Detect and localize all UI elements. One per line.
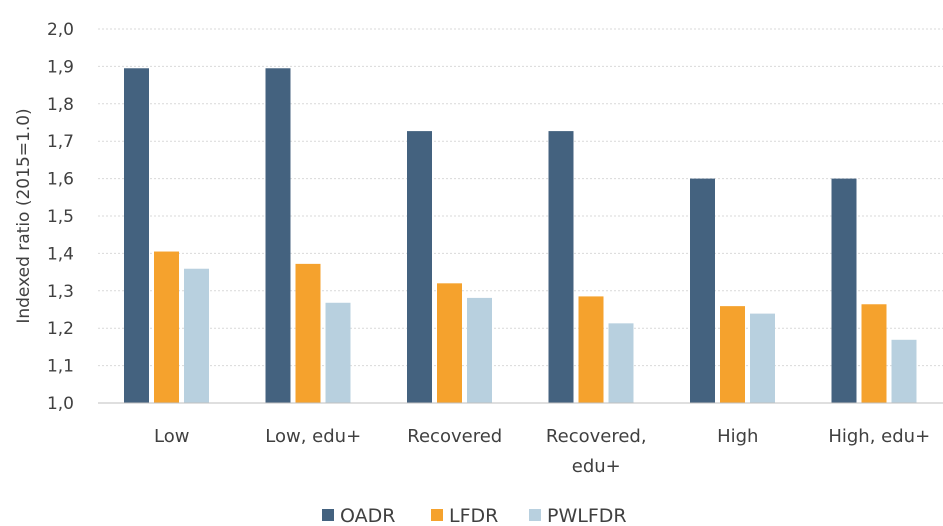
legend: OADR LFDR PWLFDR [322, 505, 627, 526]
y-tick-label: 1,6 [47, 170, 74, 190]
bar-pwlfdr [184, 268, 209, 403]
x-category-label: High [717, 426, 758, 447]
x-category-label: Recovered, edu+ [546, 426, 647, 477]
legend-swatch-oadr [322, 509, 334, 521]
y-tick-label: 2,0 [47, 20, 74, 40]
legend-label-lfdr: LFDR [449, 505, 498, 526]
bar-pwlfdr [325, 302, 351, 403]
y-tick-label: 1,1 [47, 357, 74, 377]
legend-label-oadr: OADR [340, 505, 395, 526]
y-tick-label: 1,0 [47, 394, 74, 414]
bar-oadr [407, 131, 432, 404]
legend-label-pwlfdr: PWLFDR [547, 505, 627, 526]
bar-lfdr [861, 304, 887, 403]
y-tick-label: 1,3 [47, 282, 74, 302]
bar-pwlfdr [467, 297, 492, 403]
x-category-label: Low [154, 426, 189, 447]
legend-swatch-pwlfdr [529, 509, 541, 521]
x-axis-category-labels: Low Low, edu+ Recovered Recovered, edu+ High H… [154, 426, 930, 477]
x-category-label: Low, edu+ [265, 426, 361, 447]
bar-pwlfdr [891, 339, 917, 403]
y-axis-tick-labels: 1,0 1,1 1,2 1,3 1,4 1,5 1,6 1,7 1,8 1,9 2,0 [47, 20, 74, 414]
y-tick-label: 1,2 [47, 319, 74, 339]
bar-lfdr [578, 296, 604, 403]
x-category-label: Recovered [407, 426, 502, 447]
grid-lines [98, 28, 943, 367]
y-tick-label: 1,5 [47, 207, 74, 227]
bar-lfdr [295, 263, 321, 403]
y-axis-title: Indexed ratio (2015=1.0) [14, 108, 34, 323]
bars [124, 68, 917, 404]
y-tick-label: 1,7 [47, 132, 74, 152]
bar-oadr [690, 178, 715, 403]
bar-oadr [548, 131, 574, 404]
bar-pwlfdr [608, 323, 634, 403]
bar-lfdr [437, 283, 462, 403]
bar-oadr [124, 68, 149, 404]
y-tick-label: 1,9 [47, 57, 74, 77]
x-category-label: High, edu+ [828, 426, 930, 447]
bar-lfdr [154, 251, 179, 403]
bar-oadr [265, 68, 291, 404]
y-tick-label: 1,4 [47, 244, 74, 264]
bar-lfdr [720, 306, 745, 403]
bar-oadr [831, 178, 857, 403]
bar-pwlfdr [750, 313, 775, 403]
legend-swatch-lfdr [431, 509, 443, 521]
y-tick-label: 1,8 [47, 95, 74, 115]
